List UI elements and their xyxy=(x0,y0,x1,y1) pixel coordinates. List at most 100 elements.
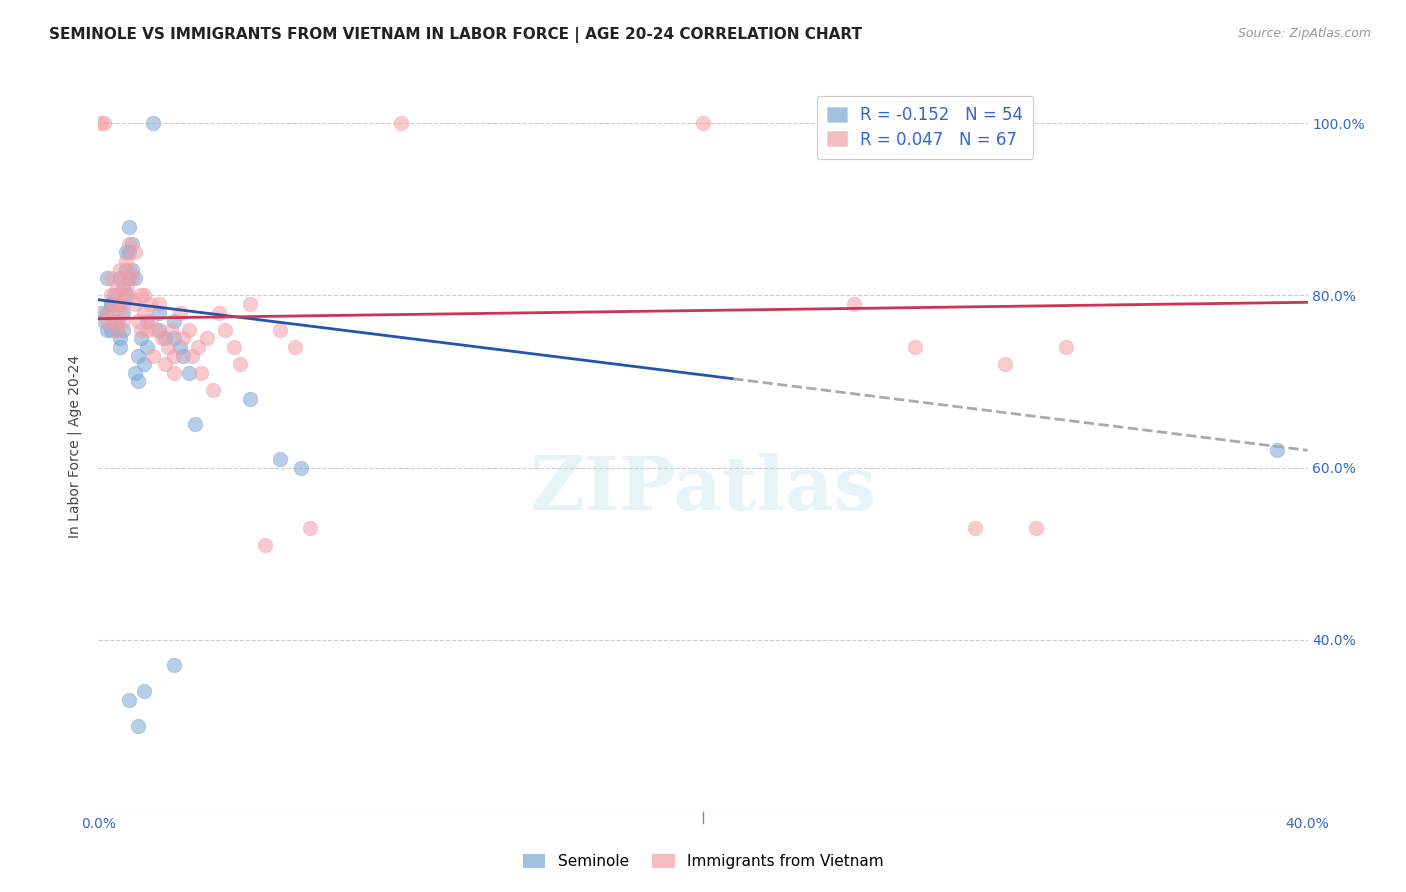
Point xyxy=(132,684,155,698)
Point xyxy=(389,116,412,130)
Point xyxy=(1267,443,1289,458)
Point xyxy=(179,323,201,337)
Point xyxy=(96,305,118,319)
Point xyxy=(103,314,125,328)
Point xyxy=(184,417,207,432)
Text: Source: ZipAtlas.com: Source: ZipAtlas.com xyxy=(1237,27,1371,40)
Point xyxy=(904,340,927,354)
Point xyxy=(239,297,262,311)
Point xyxy=(118,219,141,234)
Point xyxy=(139,297,162,311)
Point xyxy=(132,305,155,319)
Point xyxy=(96,305,118,319)
Legend: R = -0.152   N = 54, R = 0.047   N = 67: R = -0.152 N = 54, R = 0.047 N = 67 xyxy=(817,96,1033,159)
Point xyxy=(148,305,170,319)
Point xyxy=(118,288,141,302)
Point xyxy=(129,323,152,337)
Point xyxy=(114,280,136,294)
Point xyxy=(90,116,112,130)
Point xyxy=(145,323,167,337)
Point xyxy=(100,288,122,302)
Point xyxy=(1054,340,1077,354)
Point xyxy=(105,314,128,328)
Point xyxy=(124,366,146,380)
Point xyxy=(118,693,141,707)
Point xyxy=(148,297,170,311)
Point xyxy=(163,331,186,345)
Point xyxy=(269,323,291,337)
Point xyxy=(135,323,157,337)
Point xyxy=(90,305,112,319)
Point xyxy=(172,349,194,363)
Point xyxy=(132,357,155,371)
Point xyxy=(187,340,209,354)
Point xyxy=(105,297,128,311)
Point xyxy=(108,297,131,311)
Point xyxy=(129,331,152,345)
Point xyxy=(108,271,131,285)
Point xyxy=(118,236,141,251)
Point xyxy=(169,305,191,319)
Point xyxy=(103,288,125,302)
Point xyxy=(163,314,186,328)
Point xyxy=(284,340,307,354)
Point xyxy=(114,254,136,268)
Point xyxy=(290,460,312,475)
Point xyxy=(156,340,179,354)
Point xyxy=(108,331,131,345)
Point xyxy=(124,271,146,285)
Point xyxy=(105,323,128,337)
Point xyxy=(190,366,212,380)
Point xyxy=(142,116,165,130)
Point xyxy=(181,349,204,363)
Point xyxy=(148,323,170,337)
Point xyxy=(100,271,122,285)
Point xyxy=(108,305,131,319)
Point xyxy=(121,236,143,251)
Point xyxy=(114,262,136,277)
Point xyxy=(214,323,236,337)
Point xyxy=(135,340,157,354)
Point xyxy=(239,392,262,406)
Point xyxy=(121,262,143,277)
Point xyxy=(105,323,128,337)
Point xyxy=(299,521,322,535)
Point xyxy=(108,340,131,354)
Point xyxy=(127,349,149,363)
Point xyxy=(160,323,183,337)
Point xyxy=(105,280,128,294)
Point xyxy=(111,305,134,319)
Point xyxy=(1024,521,1046,535)
Point xyxy=(118,245,141,260)
Point xyxy=(111,271,134,285)
Point xyxy=(142,349,165,363)
Point xyxy=(172,331,194,345)
Point xyxy=(93,116,115,130)
Y-axis label: In Labor Force | Age 20-24: In Labor Force | Age 20-24 xyxy=(67,354,83,538)
Text: SEMINOLE VS IMMIGRANTS FROM VIETNAM IN LABOR FORCE | AGE 20-24 CORRELATION CHART: SEMINOLE VS IMMIGRANTS FROM VIETNAM IN L… xyxy=(49,27,862,43)
Point xyxy=(965,521,987,535)
Point xyxy=(169,340,191,354)
Point xyxy=(153,357,176,371)
Point xyxy=(163,349,186,363)
Point xyxy=(127,375,149,389)
Point xyxy=(114,288,136,302)
Point xyxy=(844,297,866,311)
Point xyxy=(269,451,291,466)
Point xyxy=(135,314,157,328)
Point xyxy=(163,658,186,673)
Point xyxy=(111,323,134,337)
Point xyxy=(96,323,118,337)
Point xyxy=(103,297,125,311)
Point xyxy=(121,271,143,285)
Point xyxy=(96,314,118,328)
Point xyxy=(127,314,149,328)
Point xyxy=(224,340,246,354)
Point xyxy=(253,538,276,552)
Point xyxy=(124,297,146,311)
Point xyxy=(129,288,152,302)
Point xyxy=(139,314,162,328)
Point xyxy=(150,331,173,345)
Point xyxy=(208,305,231,319)
Point xyxy=(118,262,141,277)
